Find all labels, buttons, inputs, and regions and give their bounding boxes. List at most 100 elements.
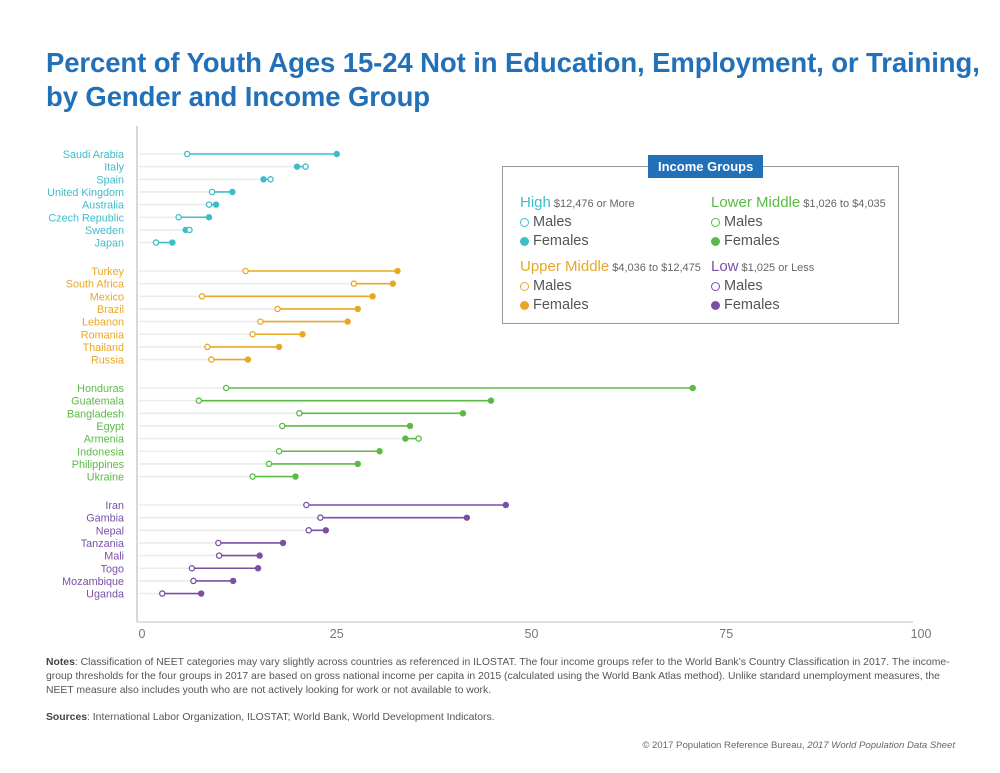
legend-group-range: $1,026 to $4,035 (803, 198, 886, 210)
country-label: United Kingdom (47, 187, 124, 199)
female-point (169, 239, 176, 246)
female-point (275, 343, 283, 351)
legend-male-label: Males (533, 278, 572, 294)
filled-circle-icon (711, 236, 720, 246)
legend-group-name: Lower Middle (711, 194, 801, 211)
country-label: Armenia (84, 434, 124, 446)
female-point (205, 214, 213, 221)
country-label: Guatemala (71, 396, 124, 408)
filled-circle-icon (520, 236, 529, 246)
country-label: Iran (105, 500, 124, 512)
x-tick-label: 0 (139, 627, 146, 641)
male-point (257, 318, 264, 325)
chart-title-line2: by Gender and Income Group (46, 81, 430, 112)
male-point (204, 343, 211, 351)
legend-group-high: High $12,476 or More Males Females (520, 194, 635, 249)
legend-female-label: Females (724, 297, 780, 313)
country-label: Bangladesh (67, 408, 124, 420)
male-point (222, 384, 230, 392)
notes-label: Notes (46, 657, 75, 668)
country-label: Egypt (96, 421, 124, 433)
female-point (292, 473, 299, 480)
chart-title: Percent of Youth Ages 15-24 Not in Educa… (46, 46, 980, 114)
open-circle-icon (711, 281, 720, 291)
female-point (376, 448, 383, 455)
female-point (463, 514, 471, 521)
male-point (152, 239, 160, 246)
male-point (215, 552, 223, 559)
male-point (296, 410, 303, 417)
legend-female-label: Females (533, 297, 589, 313)
female-point (369, 293, 376, 300)
sources-body: : International Labor Organization, ILOS… (87, 712, 495, 723)
x-tick-label: 100 (911, 627, 932, 641)
credit-publication: 2017 World Population Data Sheet (807, 740, 955, 751)
sources-text: Sources: International Labor Organizatio… (46, 712, 495, 723)
country-label: Gambia (86, 513, 124, 525)
male-point (249, 473, 256, 480)
legend-male-label: Males (724, 214, 763, 230)
male-point (278, 422, 286, 430)
female-point (322, 527, 330, 534)
country-label: Honduras (77, 383, 124, 395)
country-label: Nepal (96, 525, 124, 537)
male-point (274, 305, 281, 313)
female-point (229, 188, 236, 196)
legend-female-label: Females (724, 233, 780, 249)
legend-group-range: $12,476 or More (553, 198, 635, 210)
group-lower-middle: HondurasGuatemalaBangladeshEgyptArmeniaI… (67, 383, 696, 484)
legend-group-low: Low $1,025 or Less Males Females (711, 258, 814, 313)
female-point (402, 435, 409, 442)
female-point (260, 176, 267, 183)
male-point (205, 201, 213, 208)
open-circle-icon (711, 217, 720, 227)
country-label: Philippines (72, 459, 125, 471)
female-point (344, 318, 351, 325)
copyright-credit: © 2017 Population Reference Bureau, 2017… (642, 740, 955, 751)
open-circle-icon (520, 281, 529, 291)
female-point (244, 356, 252, 363)
country-label: Turkey (91, 266, 124, 278)
female-point (256, 552, 263, 559)
country-label: Tanzania (81, 538, 124, 550)
country-label: Mozambique (62, 576, 124, 588)
female-point (333, 150, 340, 158)
female-point (279, 539, 287, 547)
female-point (354, 460, 361, 468)
notes-text: Notes: Classification of NEET categories… (46, 656, 956, 698)
female-point (459, 410, 467, 417)
country-label: Indonesia (77, 446, 124, 458)
legend-female-label: Females (533, 233, 589, 249)
country-label: Uganda (86, 589, 124, 601)
country-label: Thailand (83, 342, 124, 354)
male-point (267, 176, 274, 183)
female-point (198, 590, 205, 597)
group-low: IranGambiaNepalTanzaniaMaliTogoMozambiqu… (62, 500, 509, 601)
country-label: Mexico (90, 291, 124, 303)
country-label: Italy (104, 162, 124, 174)
country-label: Saudi Arabia (63, 149, 124, 161)
country-label: Romania (81, 329, 124, 341)
male-point (190, 577, 197, 585)
male-point (317, 514, 324, 521)
country-label: Lebanon (82, 317, 124, 329)
country-label: Spain (96, 174, 124, 186)
country-label: Ukraine (87, 472, 124, 484)
sources-label: Sources (46, 712, 88, 723)
country-label: Russia (91, 355, 124, 367)
male-point (302, 163, 309, 170)
male-point (208, 188, 216, 196)
male-point (215, 539, 222, 547)
male-point (183, 150, 191, 158)
country-label: Czech Republic (48, 212, 124, 224)
country-label: Togo (101, 563, 124, 575)
male-point (265, 460, 273, 468)
female-point (229, 577, 237, 585)
legend-group-lower-middle: Lower Middle $1,026 to $4,035 Males Femal… (711, 194, 886, 249)
x-tick-label: 25 (330, 627, 344, 641)
male-point (175, 213, 182, 221)
